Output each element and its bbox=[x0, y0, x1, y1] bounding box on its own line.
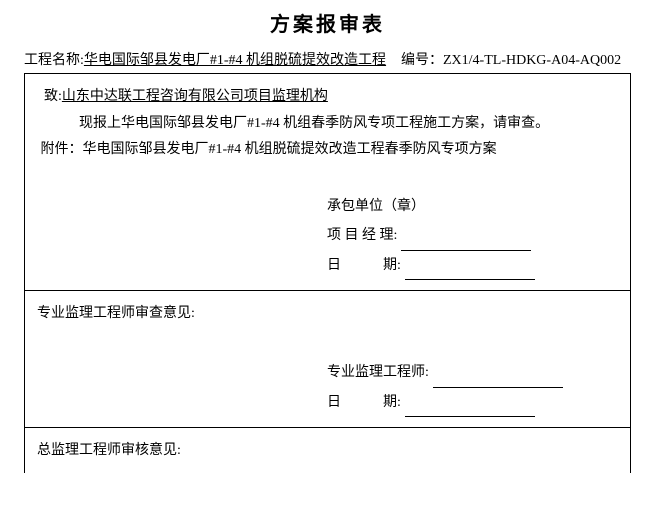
project-label: 工程名称: bbox=[24, 53, 84, 68]
code-value: ZX1/4-TL-HDKG-A04-AQ002 bbox=[443, 53, 621, 68]
body-line: 现报上华电国际邹县发电厂#1-#4 机组春季防风专项工程施工方案，请审查。 bbox=[37, 111, 618, 138]
contractor-seal-line: 承包单位（章） bbox=[327, 192, 618, 221]
supervisor-review-heading: 专业监理工程师审查意见: bbox=[37, 301, 618, 326]
date-label-1: 日 期: bbox=[327, 251, 401, 280]
pm-label: 项 目 经 理: bbox=[327, 221, 397, 250]
section-chief-review: 总监理工程师审核意见: bbox=[25, 428, 630, 473]
to-value: 山东中达联工程咨询有限公司项目监理机构 bbox=[62, 89, 328, 104]
attach-value: 华电国际邹县发电厂#1-#4 机组脱硫提效改造工程春季防风专项方案 bbox=[83, 142, 497, 157]
section-supervisor-review: 专业监理工程师审查意见: 专业监理工程师: 日 期: bbox=[25, 291, 630, 428]
attachment-line: 附件：华电国际邹县发电厂#1-#4 机组脱硫提效改造工程春季防风专项方案 bbox=[37, 137, 618, 164]
pm-blank bbox=[401, 234, 531, 251]
date-line-1: 日 期: bbox=[327, 251, 618, 280]
body-text: 现报上华电国际邹县发电厂#1-#4 机组春季防风专项工程施工方案，请审查。 bbox=[79, 116, 549, 131]
project-field: 工程名称:华电国际邹县发电厂#1-#4 机组脱硫提效改造工程 bbox=[24, 49, 401, 69]
chief-review-heading: 总监理工程师审核意见: bbox=[37, 438, 618, 463]
project-name: 华电国际邹县发电厂#1-#4 机组脱硫提效改造工程 bbox=[84, 53, 386, 68]
supervisor-sign-block: 专业监理工程师: 日 期: bbox=[327, 358, 618, 417]
attach-label: 附件： bbox=[41, 142, 83, 157]
section-submission: 致:山东中达联工程咨询有限公司项目监理机构 现报上华电国际邹县发电厂#1-#4 … bbox=[25, 74, 630, 291]
date-line-2: 日 期: bbox=[327, 388, 618, 417]
recipient-line: 致:山东中达联工程咨询有限公司项目监理机构 bbox=[37, 84, 618, 111]
contractor-sign-block: 承包单位（章） 项 目 经 理: 日 期: bbox=[327, 192, 618, 280]
code-field: 编号：ZX1/4-TL-HDKG-A04-AQ002 bbox=[401, 49, 631, 69]
pm-line: 项 目 经 理: bbox=[327, 221, 618, 250]
date-blank-1 bbox=[405, 263, 535, 280]
contractor-seal-label: 承包单位（章） bbox=[327, 192, 425, 221]
date-blank-2 bbox=[405, 400, 535, 417]
code-label: 编号： bbox=[401, 53, 443, 68]
supervisor-engineer-label: 专业监理工程师: bbox=[327, 358, 429, 387]
meta-row: 工程名称:华电国际邹县发电厂#1-#4 机组脱硫提效改造工程 编号：ZX1/4-… bbox=[24, 49, 631, 69]
date-label-2: 日 期: bbox=[327, 388, 401, 417]
supervisor-blank bbox=[433, 371, 563, 388]
to-label: 致: bbox=[44, 89, 62, 104]
supervisor-engineer-line: 专业监理工程师: bbox=[327, 358, 618, 387]
form-table: 致:山东中达联工程咨询有限公司项目监理机构 现报上华电国际邹县发电厂#1-#4 … bbox=[24, 73, 631, 473]
form-title: 方案报审表 bbox=[24, 8, 631, 37]
